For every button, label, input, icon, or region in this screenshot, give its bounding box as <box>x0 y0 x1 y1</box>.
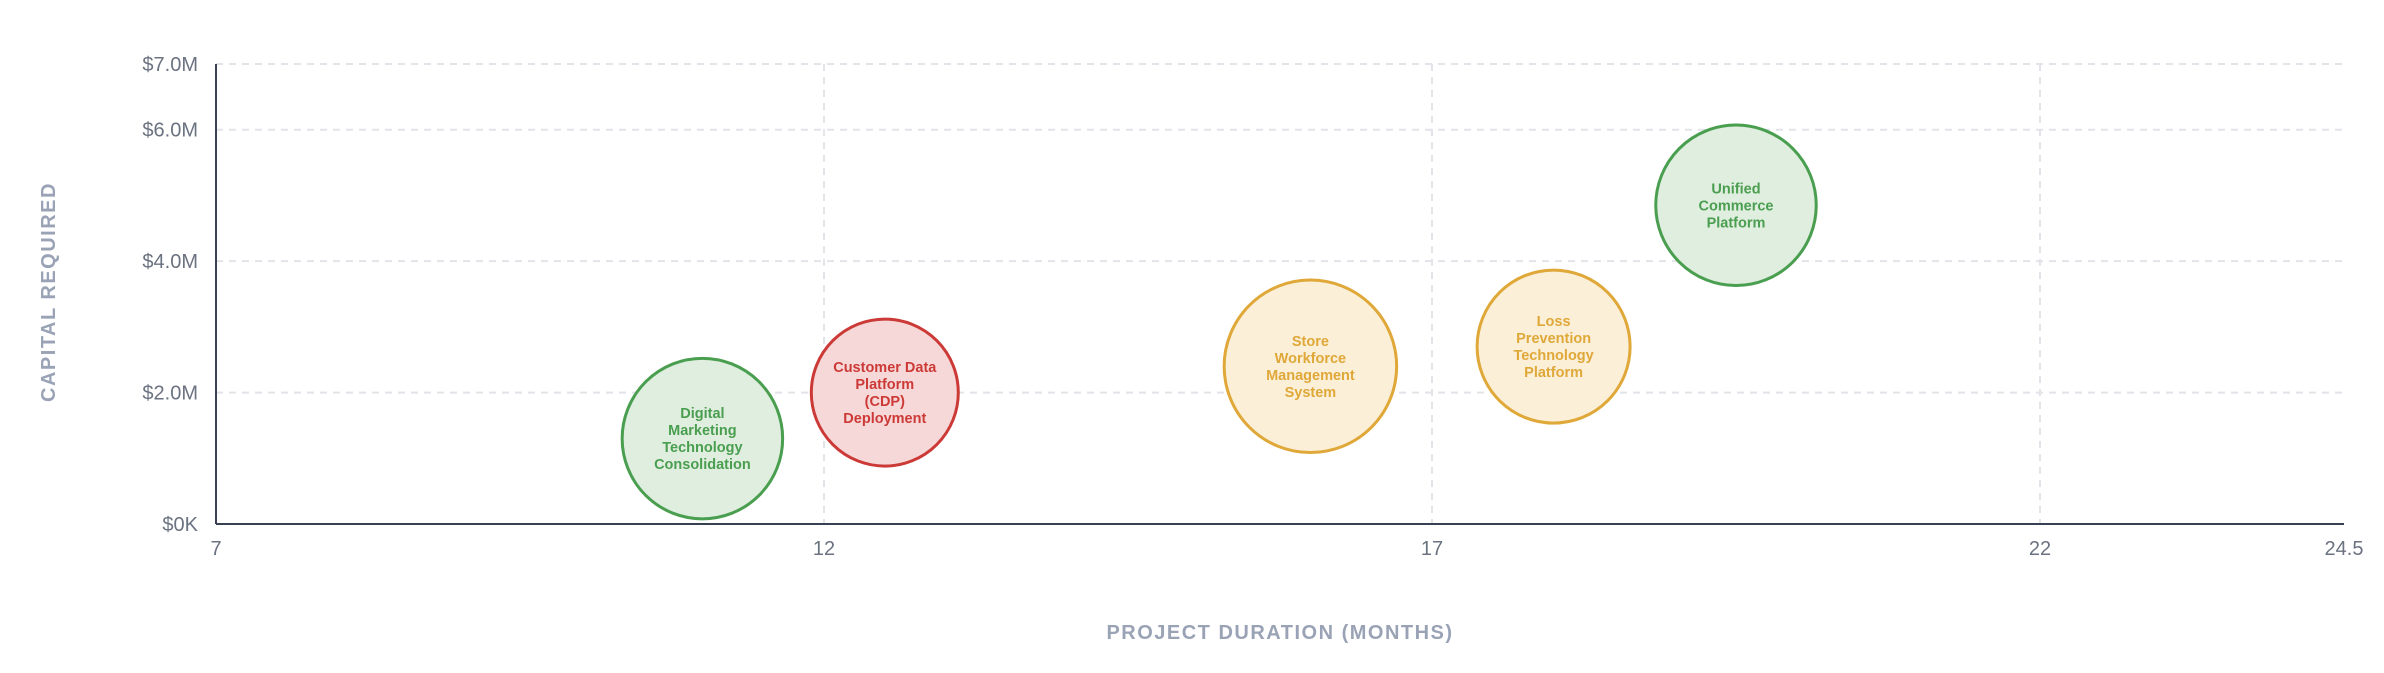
x-tick-label: 7 <box>210 538 221 560</box>
x-tick-label: 24.5 <box>2325 538 2364 560</box>
grid-lines <box>216 63 2344 524</box>
y-tick-label: $2.0M <box>142 383 198 405</box>
y-tick-label: $4.0M <box>142 251 198 273</box>
x-axis-title: PROJECT DURATION (MONTHS) <box>1106 622 1453 644</box>
y-tick-label: $0K <box>162 514 198 536</box>
bubble-circle <box>809 317 960 468</box>
bubble-label: Customer Data <box>833 360 937 376</box>
bubble-label: Store <box>1292 334 1329 350</box>
bubble-label: Commerce <box>1699 198 1774 214</box>
y-tick-label: $7.0M <box>142 54 198 76</box>
bubble-circle <box>620 356 785 521</box>
x-tick-label: 17 <box>1421 538 1443 560</box>
bubble-label: Technology <box>1513 348 1593 364</box>
bubble-label: Management <box>1266 368 1355 384</box>
bubble-label: Deployment <box>843 411 926 427</box>
bubble-label: Platform <box>1707 215 1766 231</box>
bubble-label: Workforce <box>1275 351 1346 367</box>
bubble-label: Marketing <box>668 423 737 439</box>
bubble-circle <box>1222 278 1399 455</box>
tick-labels: $0K $2.0M $4.0M $6.0M $7.0M 7 12 17 22 24.5 <box>142 54 2363 560</box>
bubble-label: Consolidation <box>654 457 751 473</box>
bubble-label: Platform <box>1524 365 1583 381</box>
bubbles: DigitalMarketingTechnologyConsolidationC… <box>620 123 1818 521</box>
bubble-circle <box>1654 123 1818 288</box>
bubble-label: (CDP) <box>865 394 905 410</box>
x-tick-label: 12 <box>813 538 835 560</box>
bubble-label: Digital <box>680 406 724 422</box>
axes <box>215 64 2344 525</box>
bubble-circle <box>1475 268 1632 425</box>
bubble-label: Unified <box>1711 181 1760 197</box>
bubble-label: Prevention <box>1516 331 1591 347</box>
y-tick-label: $6.0M <box>142 120 198 142</box>
y-axis-title: CAPITAL REQUIRED <box>38 182 60 402</box>
x-tick-label: 22 <box>2029 538 2051 560</box>
bubble-label: Platform <box>855 377 914 393</box>
bubble-label: Technology <box>662 440 742 456</box>
bubble-label: Loss <box>1537 314 1571 330</box>
bubble-label: System <box>1285 385 1337 401</box>
